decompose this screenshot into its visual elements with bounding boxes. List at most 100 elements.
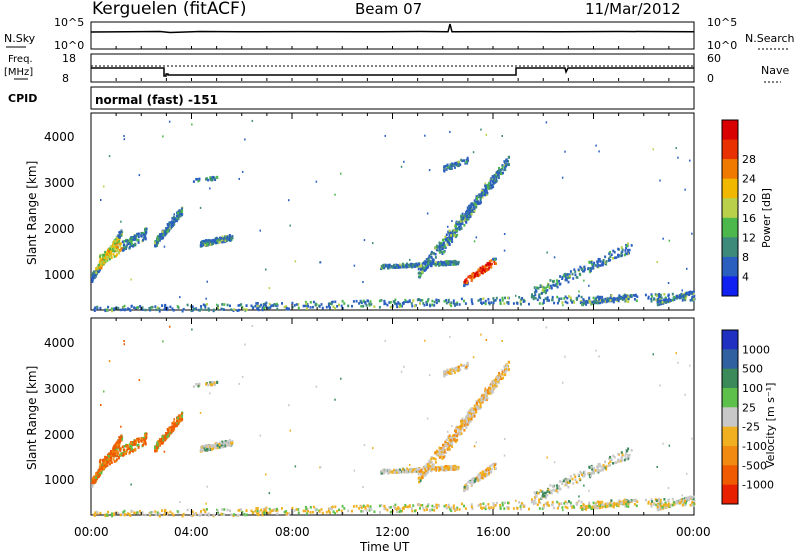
data-cell xyxy=(430,457,433,461)
data-cell xyxy=(424,260,427,263)
data-cell xyxy=(133,306,136,309)
data-cell xyxy=(450,437,453,440)
data-cell xyxy=(402,302,405,305)
data-cell xyxy=(541,285,544,289)
data-cell xyxy=(667,282,670,284)
data-cell xyxy=(452,164,455,167)
data-cell xyxy=(572,482,575,485)
data-cell xyxy=(678,294,681,297)
data-cell xyxy=(512,302,515,305)
data-cell xyxy=(224,239,227,243)
data-cell xyxy=(136,437,139,441)
data-cell xyxy=(519,507,522,511)
data-cell xyxy=(426,508,428,511)
data-cell xyxy=(295,508,298,511)
data-cell xyxy=(518,296,521,299)
data-cell xyxy=(544,291,547,295)
data-cell xyxy=(482,191,485,195)
data-cell xyxy=(98,470,101,473)
data-cell xyxy=(579,265,582,269)
data-cell xyxy=(577,294,580,298)
data-cell xyxy=(205,382,208,386)
data-cell xyxy=(408,264,411,268)
data-cell xyxy=(541,291,543,295)
data-cell xyxy=(202,448,205,452)
data-cell xyxy=(186,303,189,307)
data-cell xyxy=(472,410,475,414)
data-cell xyxy=(400,165,403,168)
data-cell xyxy=(214,178,217,181)
data-cell xyxy=(123,452,126,455)
data-cell xyxy=(199,206,202,209)
data-cell xyxy=(506,506,509,509)
data-cell xyxy=(287,513,290,516)
data-cell xyxy=(667,499,670,502)
data-cell xyxy=(534,296,537,300)
data-cell xyxy=(212,447,215,450)
data-cell xyxy=(355,299,358,303)
data-cell xyxy=(137,443,140,447)
data-cell xyxy=(605,467,608,471)
data-cell xyxy=(658,295,660,298)
data-cell xyxy=(125,444,128,448)
data-cell xyxy=(148,307,151,311)
data-cell xyxy=(104,514,107,518)
data-cell xyxy=(473,199,476,202)
data-cell xyxy=(408,505,411,508)
data-cell xyxy=(320,508,323,511)
data-cell xyxy=(117,445,120,448)
data-cell xyxy=(501,373,503,376)
data-cell xyxy=(158,237,161,240)
data-cell xyxy=(130,239,133,243)
data-cell xyxy=(368,509,371,512)
data-cell xyxy=(486,183,489,187)
data-cell xyxy=(620,296,623,300)
data-cell xyxy=(218,238,221,241)
data-cell xyxy=(446,163,449,167)
data-cell xyxy=(99,460,101,463)
data-cell xyxy=(384,134,386,137)
data-cell xyxy=(450,369,453,373)
data-cell xyxy=(233,308,236,311)
data-cell xyxy=(479,266,482,270)
data-cell xyxy=(551,295,554,299)
data-cell xyxy=(435,453,438,457)
data-cell xyxy=(686,267,688,270)
freq-trace xyxy=(91,67,694,77)
data-cell xyxy=(209,383,212,386)
data-cell xyxy=(660,299,663,303)
data-cell xyxy=(487,468,490,472)
data-cell xyxy=(440,246,443,249)
data-cell xyxy=(240,303,243,306)
data-cell xyxy=(123,135,125,137)
data-cell xyxy=(443,374,446,377)
data-cell xyxy=(434,256,437,259)
data-cell xyxy=(547,283,550,287)
data-cell xyxy=(445,233,448,236)
data-cell xyxy=(616,298,619,301)
data-cell xyxy=(453,434,456,437)
colorbar-tick-label: 4 xyxy=(742,270,749,283)
data-cell xyxy=(456,233,459,237)
data-cell xyxy=(191,123,193,126)
data-cell xyxy=(481,268,484,272)
data-cell xyxy=(200,241,202,244)
data-cell xyxy=(483,268,486,271)
data-cell xyxy=(271,509,274,512)
data-cell xyxy=(459,163,462,166)
data-cell xyxy=(597,469,600,472)
data-cell xyxy=(483,188,486,192)
data-cell xyxy=(166,428,169,432)
data-cell xyxy=(471,408,474,412)
data-cell xyxy=(599,260,602,263)
data-cell xyxy=(571,272,574,276)
data-cell xyxy=(230,308,233,311)
data-cell xyxy=(608,257,610,260)
data-cell xyxy=(522,505,525,508)
data-cell xyxy=(496,376,499,379)
data-cell xyxy=(617,458,619,462)
colorbar-segment xyxy=(722,120,738,141)
data-cell xyxy=(331,300,334,304)
data-cell xyxy=(662,237,664,240)
data-cell xyxy=(226,236,229,239)
